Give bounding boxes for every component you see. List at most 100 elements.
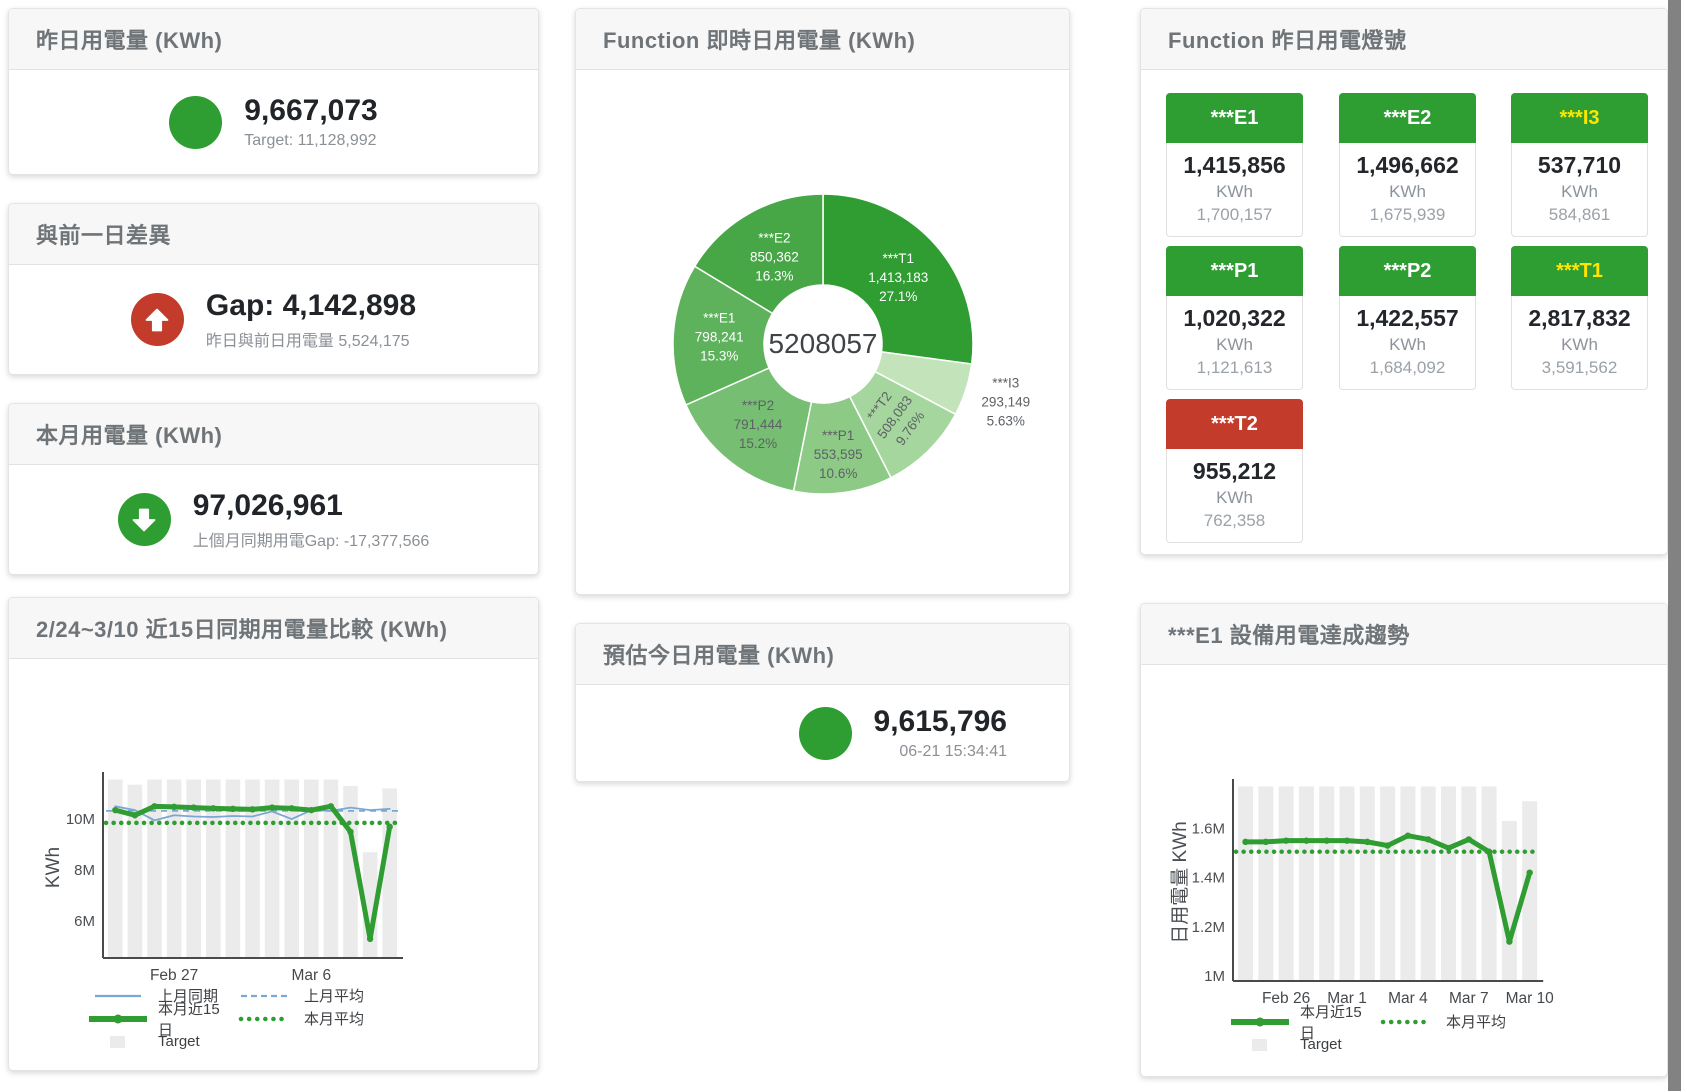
series-point xyxy=(1364,838,1371,846)
target-bar xyxy=(1238,786,1253,981)
tile-value: 1,422,557 xyxy=(1356,305,1459,331)
tile-target: 1,121,613 xyxy=(1196,358,1273,377)
series-point xyxy=(1425,836,1432,843)
target-bar xyxy=(1380,786,1396,981)
series-point xyxy=(1242,838,1249,846)
legend-item[interactable]: Target xyxy=(1229,1036,1375,1053)
series-point xyxy=(170,803,178,811)
series-point xyxy=(366,935,374,943)
tile-value: 955,212 xyxy=(1192,458,1277,484)
card-title: 預估今日用電量 (KWh) xyxy=(576,624,1069,685)
target-bar xyxy=(166,779,182,958)
legend-label: 本月近15日 xyxy=(1300,1003,1362,1042)
y-tick-label: 1.2M xyxy=(1192,919,1225,936)
target-bar xyxy=(1461,786,1477,981)
series-point xyxy=(1282,837,1290,844)
legend-item[interactable]: 上月平均 xyxy=(233,985,379,1006)
donut-slice-label: ***E1 798,241 15.3% xyxy=(695,310,744,363)
card-title: ***E1 設備用電達成趨勢 xyxy=(1141,604,1667,665)
y-tick-label: 1.6M xyxy=(1192,820,1225,837)
legend-row: 本月近15日 本月平均 xyxy=(87,1001,379,1039)
target-bar xyxy=(1522,801,1538,981)
series-point xyxy=(249,806,256,813)
light-tile-e2: ***E2 1,496,662 KWh 1,675,939 xyxy=(1339,93,1476,237)
legend-item[interactable]: 本月近15日 xyxy=(1229,1001,1375,1043)
target-bar xyxy=(127,784,143,958)
donut-slice[interactable] xyxy=(672,265,774,406)
light-tile-e1: ***E1 1,415,856 KWh 1,700,157 xyxy=(1166,93,1303,237)
card-title: 本月用電量 (KWh) xyxy=(9,404,538,465)
chart-legend: 本月近15日 本月平均 Target xyxy=(1229,1004,1521,1056)
tile-label: ***P2 xyxy=(1339,246,1476,296)
yesterday-usage-target: Target: 11,128,992 xyxy=(244,132,377,149)
legend-swatch xyxy=(87,1035,149,1048)
e1-trend-card: ***E1 設備用電達成趨勢 1M 1.2M 1.4M 1.6M Feb 26 Mar 1… xyxy=(1140,603,1668,1077)
light-tile-p1: ***P1 1,020,322 KWh 1,121,613 xyxy=(1166,246,1303,390)
y-tick-label: 1.4M xyxy=(1192,870,1225,887)
series-point xyxy=(210,805,217,812)
scrollbar[interactable] xyxy=(1668,0,1681,1091)
target-bar xyxy=(1298,786,1314,981)
y-axis-label: KWh xyxy=(43,847,64,888)
target-bar xyxy=(1501,820,1517,981)
donut-slice-label: ***E2 850,362 16.3% xyxy=(750,231,799,284)
legend-item[interactable]: Target xyxy=(87,1033,233,1050)
legend-swatch xyxy=(233,1013,295,1025)
tile-label: ***T1 xyxy=(1511,246,1648,296)
donut-slice-label: ***T1 1,413,183 27.1% xyxy=(868,251,928,304)
legend-row: Target xyxy=(1229,1033,1521,1056)
series-point xyxy=(190,804,197,811)
tile-unit: KWh xyxy=(1389,335,1426,354)
series-point xyxy=(288,805,295,812)
donut-slice[interactable] xyxy=(693,193,824,315)
target-bar xyxy=(1339,786,1355,981)
y-axis-label: 日用電量 KWh xyxy=(1170,821,1191,943)
card-title: Function 昨日用電燈號 xyxy=(1141,9,1667,70)
down-arrow-icon xyxy=(117,493,171,546)
series-point xyxy=(1303,837,1310,844)
legend-item[interactable]: 本月平均 xyxy=(233,1008,379,1029)
legend-row: 本月近15日 本月平均 xyxy=(1229,1004,1521,1042)
light-tile-i3: ***I3 537,710 KWh 584,861 xyxy=(1511,93,1648,237)
series-point xyxy=(1323,837,1330,844)
donut-slice-label: ***P1 553,595 10.6% xyxy=(814,428,863,481)
target-bar xyxy=(108,779,123,958)
donut-slice[interactable] xyxy=(684,366,813,492)
tile-label: ***E1 xyxy=(1166,93,1303,143)
card-title: 昨日用電量 (KWh) xyxy=(9,9,538,70)
series-point xyxy=(1445,844,1452,852)
realtime-donut-card: Function 即時日用電量 (KWh) ***T1 1,413,183 27.1… xyxy=(575,8,1070,595)
day-gap-value: Gap: 4,142,898 xyxy=(205,288,417,322)
compare-trend-chart: 6M 8M 10M Feb 27 Mar 6 KWh xyxy=(43,772,403,984)
legend-item[interactable]: 上月同期 xyxy=(87,985,233,1006)
legend-swatch xyxy=(1375,1016,1437,1028)
month-usage-subtitle: 上個月同期用電Gap: -17,377,566 xyxy=(192,532,430,550)
series-point xyxy=(347,828,354,836)
realtime-usage-donut-chart: ***T1 1,413,183 27.1%***I3 293,149 5.63%***T… xyxy=(672,193,1030,495)
status-circle-green xyxy=(798,706,852,760)
tile-unit: KWh xyxy=(1561,335,1598,354)
day-gap-card: 與前一日差異 Gap: 4,142,898 昨日與前日用電量 5,524,175 xyxy=(8,203,539,375)
compare-trend-card: 2/24~3/10 近15日同期用電量比較 (KWh) 6M 8M 10M Feb 2… xyxy=(8,597,539,1071)
legend-item[interactable]: 本月近15日 xyxy=(87,998,233,1040)
legend-label: Target xyxy=(1300,1036,1342,1053)
legend-item[interactable]: 本月平均 xyxy=(1375,1011,1521,1032)
tile-unit: KWh xyxy=(1561,182,1598,201)
x-tick-label: Mar 1 xyxy=(1327,990,1367,1007)
y-tick-label: 1M xyxy=(1204,968,1225,985)
tile-label: ***T2 xyxy=(1166,399,1303,449)
target-bar xyxy=(206,779,221,958)
e1-trend-chart: 1M 1.2M 1.4M 1.6M Feb 26 Mar 1 Mar 4 Mar 7 Mar 1… xyxy=(1170,779,1555,1007)
target-bar xyxy=(1400,786,1416,981)
series-point xyxy=(151,803,158,810)
today-estimate-value: 9,615,796 xyxy=(873,705,1007,738)
tile-value: 1,496,662 xyxy=(1356,152,1459,178)
x-tick-label: Mar 10 xyxy=(1506,990,1555,1007)
tile-value: 1,415,856 xyxy=(1183,152,1286,178)
day-gap-subtitle: 昨日與前日用電量 5,524,175 xyxy=(205,332,410,350)
legend-swatch xyxy=(87,1013,149,1025)
donut-slice[interactable] xyxy=(822,193,974,365)
month-usage-card: 本月用電量 (KWh) 97,026,961 上個月同期用電Gap: -17,3… xyxy=(8,403,539,575)
tile-unit: KWh xyxy=(1389,182,1426,201)
